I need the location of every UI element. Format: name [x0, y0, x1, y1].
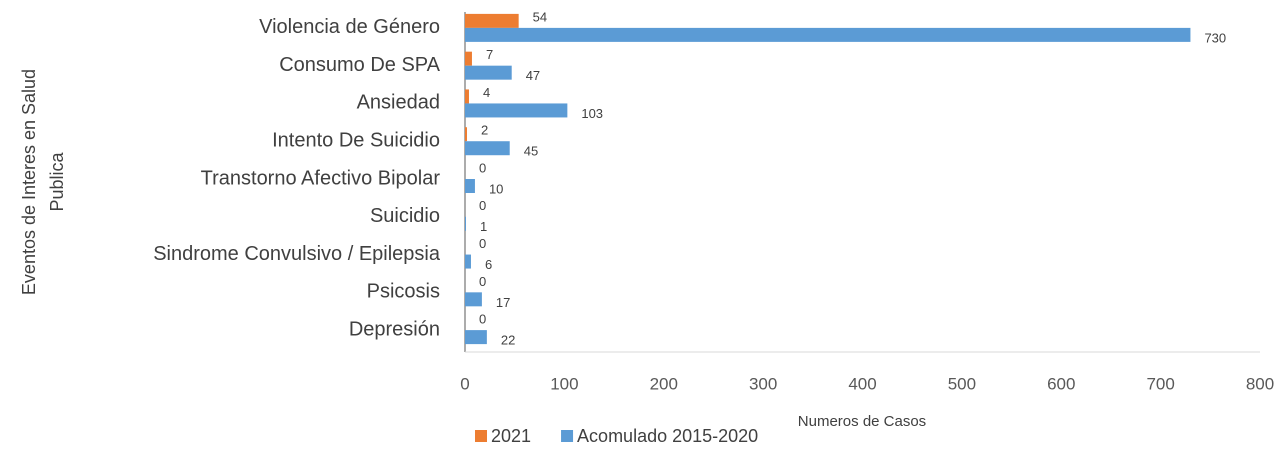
- legend-swatch: [475, 430, 487, 442]
- x-tick-label: 200: [650, 374, 678, 393]
- x-tick-label: 700: [1146, 374, 1174, 393]
- category-label: Transtorno Afectivo Bipolar: [201, 167, 441, 189]
- bar: [465, 216, 466, 231]
- category-label: Depresión: [349, 318, 440, 340]
- x-axis-label: Numeros de Casos: [798, 413, 926, 430]
- value-label: 103: [581, 106, 603, 121]
- legend-label: Acomulado 2015-2020: [577, 426, 758, 446]
- bar: [465, 89, 469, 104]
- category-label: Suicidio: [370, 205, 440, 227]
- value-label: 47: [526, 68, 540, 83]
- category-label: Sindrome Convulsivo / Epilepsia: [153, 243, 441, 265]
- value-label: 0: [479, 274, 486, 289]
- value-label: 0: [479, 236, 486, 251]
- y-axis-label-line: Eventos de Interes en Salud: [19, 69, 39, 295]
- x-tick-label: 300: [749, 374, 777, 393]
- value-label: 7: [486, 47, 493, 62]
- x-tick-label: 100: [550, 374, 578, 393]
- bar: [465, 13, 519, 28]
- bar: [465, 292, 482, 307]
- category-label: Intento De Suicidio: [272, 130, 440, 152]
- x-tick-label: 400: [848, 374, 876, 393]
- value-label: 22: [501, 333, 515, 348]
- value-label: 0: [479, 198, 486, 213]
- legend-label: 2021: [491, 426, 531, 446]
- y-axis-label: Eventos de Interes en Salud Publica: [19, 69, 67, 295]
- value-label: 0: [479, 160, 486, 175]
- value-label: 45: [524, 144, 538, 159]
- legend-swatch: [561, 430, 574, 442]
- value-label: 0: [479, 312, 486, 327]
- value-label: 4: [483, 85, 490, 100]
- value-label: 17: [496, 295, 510, 310]
- value-label: 730: [1204, 30, 1226, 45]
- bar: [465, 103, 568, 118]
- category-label: Violencia de Género: [259, 16, 440, 38]
- bar: [465, 51, 472, 66]
- category-label: Psicosis: [367, 281, 440, 303]
- value-label: 10: [489, 181, 503, 196]
- value-label: 54: [533, 9, 547, 24]
- bar: [465, 179, 475, 193]
- bar: [465, 127, 467, 142]
- value-label: 1: [480, 219, 487, 234]
- bar: [465, 27, 1191, 42]
- x-tick-label: 0: [460, 374, 469, 393]
- bar: [465, 330, 487, 345]
- category-label: Ansiedad: [357, 92, 440, 114]
- bar: [465, 141, 510, 156]
- x-tick-label: 600: [1047, 374, 1075, 393]
- value-label: 6: [485, 257, 492, 272]
- category-label: Consumo De SPA: [279, 54, 440, 76]
- x-tick-label: 500: [948, 374, 976, 393]
- bar: [465, 65, 512, 80]
- value-label: 2: [481, 123, 488, 138]
- y-axis-label-line: Publica: [47, 151, 67, 211]
- x-tick-label: 800: [1246, 374, 1274, 393]
- bar: [465, 254, 471, 269]
